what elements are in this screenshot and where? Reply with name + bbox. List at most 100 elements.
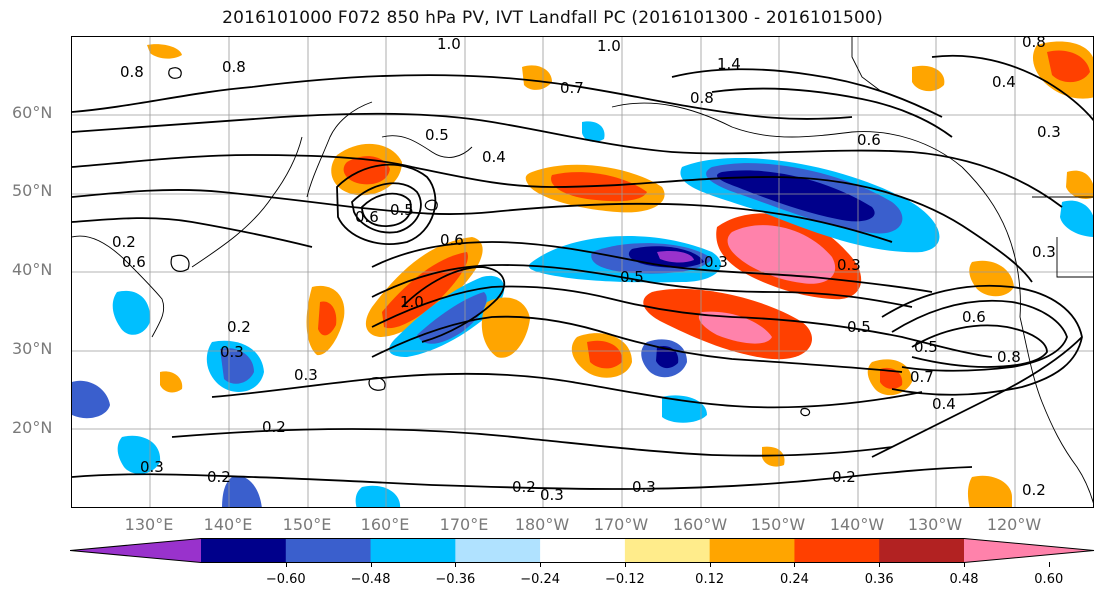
contour-label: 0.8 (120, 63, 144, 81)
contour-label: 0.6 (857, 131, 881, 149)
colorbar-extend-max (964, 538, 1094, 563)
anomaly-patch (657, 250, 694, 263)
anomaly-patch (318, 301, 337, 336)
coastline (851, 37, 883, 93)
contour-label: 0.5 (847, 318, 871, 336)
contour-label: 0.5 (620, 268, 644, 286)
pv-anomaly-fills (72, 41, 1093, 507)
anomaly-patch (147, 44, 182, 59)
contour-label: 0.7 (560, 79, 584, 97)
colorbar-tickmark (540, 562, 542, 567)
colorbar-tickmark (455, 562, 457, 567)
lon-label: 160°W (672, 515, 728, 534)
anomaly-patch (656, 345, 679, 369)
anomaly-patch (522, 65, 552, 90)
anomaly-patch (112, 290, 151, 335)
contour-label: 0.4 (992, 73, 1016, 91)
contour-labels: 1.0 1.0 0.8 0.8 1.4 0.7 0.8 0.8 0.4 0.6 … (112, 37, 1061, 504)
anomaly-patch (727, 225, 836, 284)
colorbar-tick-label: 0.12 (695, 572, 725, 587)
anomaly-patch (355, 485, 400, 507)
contour-label: 0.2 (112, 233, 136, 251)
colorbar-tickmark (709, 562, 711, 567)
colorbar-segment (370, 538, 456, 563)
anomaly-patch (717, 170, 875, 222)
figure-title: 2016101000 F072 850 hPa PV, IVT Landfall… (222, 8, 883, 28)
map-panel: 1.0 1.0 0.8 0.8 1.4 0.7 0.8 0.8 0.4 0.6 … (71, 36, 1094, 508)
colorbar-tick-label: 0.36 (864, 572, 894, 587)
contour-label: 0.2 (1022, 481, 1046, 499)
contour-label: 0.5 (425, 126, 449, 144)
anomaly-patch (912, 65, 945, 92)
lon-label: 140°E (203, 515, 253, 534)
contour-label: 0.3 (632, 478, 656, 496)
colorbar-tickmark (624, 562, 626, 567)
anomaly-patch (220, 348, 254, 384)
contour-label: 0.6 (440, 231, 464, 249)
anomaly-patch (587, 340, 623, 369)
colorbar-tick-label: 0.60 (1034, 572, 1064, 587)
contour-label: 1.0 (437, 37, 461, 53)
coastline (611, 102, 963, 168)
anomaly-patch (969, 260, 1014, 297)
anomaly-patch (1060, 200, 1093, 237)
coastline (1019, 316, 1093, 504)
contour-label: 0.2 (262, 418, 286, 436)
coastline (381, 135, 473, 158)
contour-label: 0.8 (997, 348, 1021, 366)
anomaly-patch (481, 297, 530, 358)
contour-label: 0.6 (122, 253, 146, 271)
colorbar-extend-min (70, 538, 201, 563)
map-canvas: 1.0 1.0 0.8 0.8 1.4 0.7 0.8 0.8 0.4 0.6 … (72, 37, 1093, 507)
anomaly-patch (880, 367, 903, 389)
contour-label: 0.8 (1022, 37, 1046, 51)
colorbar-segment (285, 538, 372, 563)
contour-label: 0.4 (932, 395, 956, 413)
anomaly-patch (698, 311, 772, 344)
contour-label: 0.3 (837, 256, 861, 274)
lat-label-60n: 60°N (12, 103, 53, 122)
colorbar-tickmark (370, 562, 372, 567)
lon-label: 160°E (360, 515, 410, 534)
lon-label: 170°E (439, 515, 489, 534)
contour-label: 0.3 (140, 458, 164, 476)
lon-label: 180°W (514, 515, 570, 534)
colorbar-tickmark (1048, 562, 1050, 567)
colorbar-tick-label: −0.48 (350, 572, 391, 587)
contour-label: 0.2 (832, 468, 856, 486)
colorbar-tickmark (794, 562, 796, 567)
colorbar-segment (879, 538, 965, 563)
graticule (72, 37, 1093, 507)
lon-label: 150°E (282, 515, 332, 534)
lat-label-20n: 20°N (12, 418, 53, 437)
pv-contours (72, 54, 1093, 490)
colorbar-segment (624, 538, 711, 563)
contour-label: 0.3 (540, 486, 564, 504)
anomaly-patch (222, 476, 262, 507)
anomaly-patch (582, 121, 605, 142)
colorbar-tickmark (964, 562, 965, 567)
lon-label: 150°W (750, 515, 806, 534)
anomaly-patch (662, 395, 707, 423)
contour-label: 0.4 (482, 148, 506, 166)
contour-label: 0.3 (1037, 123, 1061, 141)
contour-label: 0.2 (207, 468, 231, 486)
lon-label: 170°W (593, 515, 649, 534)
lon-label: 120°W (986, 515, 1042, 534)
colorbar-segment (794, 538, 880, 563)
anomaly-patch (160, 371, 183, 393)
coastline (306, 101, 373, 198)
colorbar-segment (455, 538, 541, 563)
lon-label: 130°W (907, 515, 963, 534)
lat-label-50n: 50°N (12, 181, 53, 200)
lat-label-30n: 30°N (12, 339, 53, 358)
colorbar (70, 538, 1095, 563)
colorbar-outline (70, 538, 1095, 563)
anomaly-patch (967, 475, 1012, 507)
colorbar-tick-label: 0.24 (779, 572, 809, 587)
lon-label: 130°E (124, 515, 174, 534)
anomaly-patch (117, 435, 161, 474)
contour-label: 0.2 (512, 478, 536, 496)
contour-label: 1.0 (597, 37, 621, 55)
minor-contour (800, 407, 811, 417)
